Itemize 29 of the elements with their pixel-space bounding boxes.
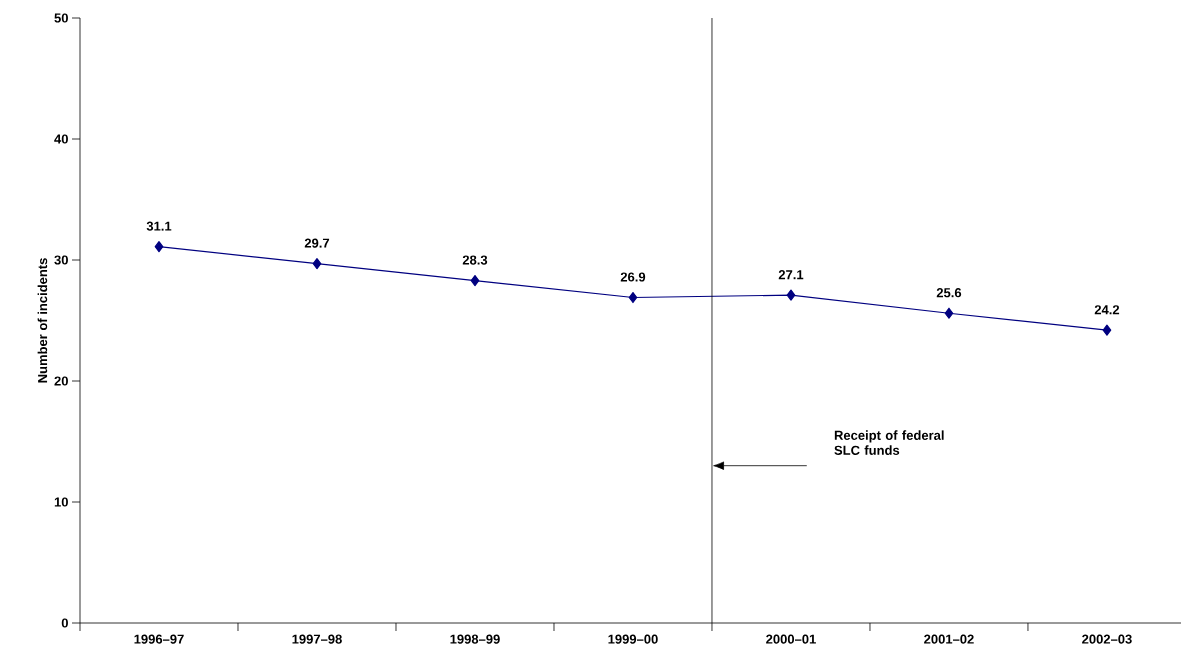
point: [154, 241, 164, 253]
point: [1102, 324, 1112, 336]
annotation: Receipt of federal SLC funds: [834, 430, 944, 455]
x-tick-label: 1997–98: [292, 634, 342, 644]
y-tick-label: 0: [61, 618, 68, 628]
data-label: 26.9: [620, 272, 646, 282]
data-label: 28.3: [462, 255, 488, 265]
data-label: 25.6: [936, 288, 962, 298]
data-label: 31.1: [146, 221, 172, 231]
x-tick-label: 1998–99: [450, 634, 500, 644]
point: [628, 291, 638, 304]
data-label: 27.1: [778, 270, 804, 280]
x-tick-label: 1999–00: [608, 634, 658, 644]
point: [312, 258, 322, 270]
point: [944, 307, 954, 319]
y-axis-title: Number of incidents: [37, 258, 48, 383]
x-tick-label: 2001–02: [924, 634, 974, 644]
y-tick-label: 30: [54, 255, 68, 265]
y-tick-label: 10: [54, 497, 68, 507]
y-tick-label: 40: [54, 134, 68, 144]
x-tick-label: 2000–01: [766, 634, 816, 644]
point: [470, 274, 480, 287]
x-tick-label: 2002–03: [1082, 634, 1132, 644]
x-tick-label: 1996–97: [134, 634, 184, 644]
data-label: 29.7: [304, 238, 330, 248]
point: [786, 289, 796, 301]
y-tick-label: 20: [54, 376, 68, 386]
y-tick-label: 50: [54, 13, 68, 23]
data-label: 24.2: [1094, 305, 1120, 315]
